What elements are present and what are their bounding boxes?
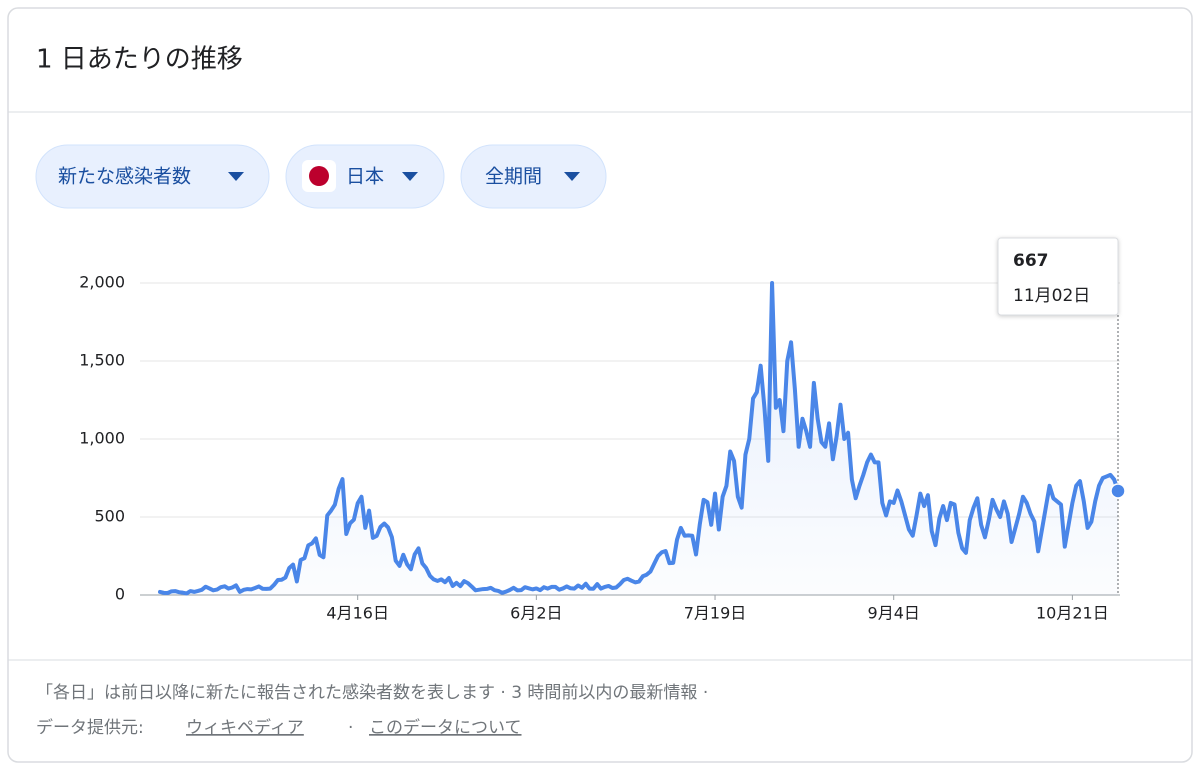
tooltip-value: 667 [1013, 251, 1049, 271]
button-label[interactable]: 日本 [346, 166, 384, 188]
filter-button[interactable]: 新たな感染者数 [35, 144, 270, 209]
x-tick-label: 4月16日 [326, 604, 389, 623]
about-link[interactable]: このデータについて [369, 717, 522, 738]
dropdown-arrow[interactable] [564, 172, 580, 181]
plot: 0 500 1,000 1,500 2,000 4月16日 6月2日 7月19日 9月4日 10月… [79, 237, 1126, 623]
filter-button[interactable]: 日本 [285, 144, 445, 209]
x-tick-label: 9月4日 [868, 604, 920, 623]
card-frame [7, 7, 1193, 763]
line-series [158, 281, 1120, 596]
y-tick-label: 2,000 [79, 273, 125, 292]
card-title: 1 日あたりの推移 [36, 45, 243, 75]
button-label[interactable]: 新たな感染者数 [58, 166, 191, 188]
source-link[interactable]: ウィキペディア [186, 717, 304, 738]
area-fill [160, 283, 1118, 595]
y-tick-label: 500 [94, 507, 125, 526]
tooltip-date: 11月02日 [1013, 286, 1090, 306]
footer-note: 「各日」は前日以降に新たに報告された感染者数を表します · 3 時間前以内の最新… [36, 683, 708, 703]
button-bg[interactable] [35, 144, 270, 209]
tooltip-box [997, 237, 1119, 316]
y-tick-label: 0 [115, 585, 125, 604]
source-label: データ提供元: [36, 717, 144, 738]
y-tick-label: 1,000 [79, 429, 125, 448]
hover-point [1110, 483, 1126, 499]
x-tick-label: 7月19日 [684, 604, 747, 623]
button-label[interactable]: 全期間 [485, 166, 542, 188]
flag-disc[interactable] [309, 166, 329, 186]
dropdown-arrow[interactable] [228, 172, 244, 181]
x-tick-label: 10月21日 [1036, 604, 1109, 623]
dropdown-arrow[interactable] [402, 172, 418, 181]
button-bg[interactable] [460, 144, 607, 209]
filter-button[interactable]: 全期間 [460, 144, 607, 209]
x-tick-label: 6月2日 [510, 604, 562, 623]
y-tick-label: 1,500 [79, 351, 125, 370]
separator: · [348, 718, 353, 738]
